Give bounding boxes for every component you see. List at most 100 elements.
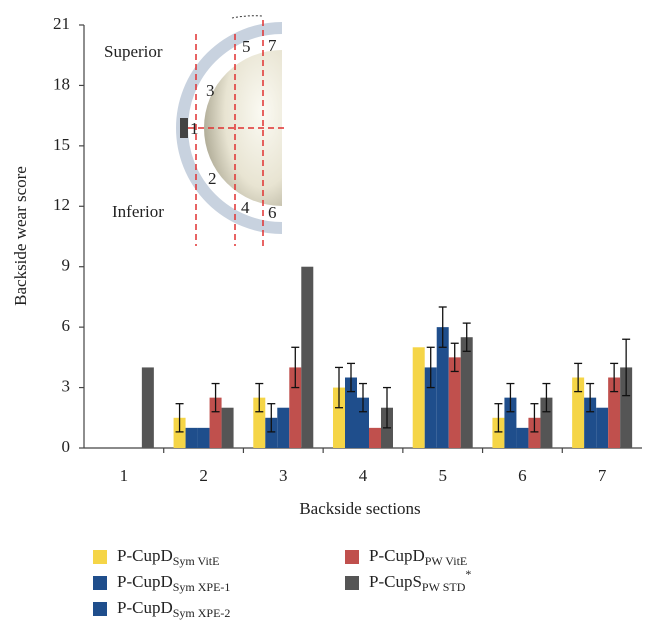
bar	[528, 417, 541, 448]
error-bar	[335, 366, 343, 409]
bar	[572, 377, 585, 448]
x-tick-label: 4	[359, 466, 368, 485]
y-tick-label: 12	[53, 195, 70, 214]
error-bar	[506, 382, 515, 413]
error-bar	[291, 346, 300, 389]
y-tick-label: 6	[62, 316, 71, 335]
y-tick-label: 3	[62, 376, 71, 395]
bar	[620, 367, 633, 448]
y-tick-label: 0	[62, 437, 71, 456]
inset-label: Superior	[104, 42, 163, 61]
bar	[436, 327, 449, 448]
bar	[253, 397, 266, 448]
error-bar	[383, 386, 391, 429]
legend-item: P-CupDSym XPE-2	[93, 598, 230, 620]
bar	[141, 367, 154, 448]
legend-swatch	[345, 576, 359, 590]
bar	[185, 427, 198, 448]
inset-section: 5	[242, 37, 251, 56]
legend-subscript: PW VitE	[425, 554, 468, 568]
x-tick-label: 1	[120, 466, 129, 485]
legend-label: P-CupDSym VitE	[117, 546, 219, 568]
bar	[265, 417, 278, 448]
error-bar	[574, 362, 583, 393]
x-tick-label: 2	[199, 466, 208, 485]
y-tick-label: 21	[53, 14, 70, 33]
inset-diagram: Superior Inferior 1 2 3 4 5 6 7	[104, 15, 284, 246]
legend-name: P-CupD	[369, 546, 425, 565]
legend-item: P-CupDSym VitE	[93, 546, 219, 568]
error-bar	[438, 306, 447, 348]
bar	[209, 397, 222, 448]
bar	[173, 417, 186, 448]
x-tick-label: 7	[598, 466, 607, 485]
error-bar	[211, 382, 220, 413]
inset-section: 2	[208, 169, 217, 188]
legend-label: P-CupDPW VitE	[369, 546, 467, 568]
legend-label: P-CupDSym XPE-2	[117, 598, 230, 620]
error-bar	[347, 362, 355, 393]
bar	[412, 347, 425, 448]
x-tick-label: 6	[518, 466, 527, 485]
error-bar	[622, 338, 631, 397]
bar	[596, 407, 609, 448]
bar	[608, 377, 621, 448]
legend-swatch	[93, 576, 107, 590]
legend-subscript: Sym VitE	[173, 554, 220, 568]
bar	[197, 427, 210, 448]
legend-subscript: Sym XPE-1	[173, 580, 231, 594]
bar	[357, 397, 369, 448]
legend-label: P-CupDSym XPE-1	[117, 572, 230, 594]
error-bar	[267, 403, 276, 433]
y-tick-label: 9	[62, 256, 71, 275]
error-bar	[426, 346, 435, 389]
bar	[277, 407, 290, 448]
bar	[221, 407, 234, 448]
error-bar	[610, 362, 619, 393]
x-tick-label: 3	[279, 466, 288, 485]
legend-swatch	[93, 602, 107, 616]
x-axis-title: Backside sections	[299, 499, 420, 518]
legend-name: P-CupD	[117, 546, 173, 565]
section-lines	[188, 20, 284, 246]
bar	[540, 397, 553, 448]
bar	[345, 377, 357, 448]
bar	[584, 397, 597, 448]
bar	[301, 266, 314, 448]
error-bar	[462, 322, 471, 352]
inset-section: 7	[268, 36, 277, 55]
legend-item: P-CupDPW VitE	[345, 546, 467, 568]
bar	[369, 427, 381, 448]
inset-section: 3	[206, 81, 215, 100]
error-bar	[586, 382, 595, 413]
error-bar	[494, 403, 503, 433]
bar	[448, 357, 461, 448]
y-axis-title: Backside wear score	[11, 166, 30, 306]
bar	[504, 397, 517, 448]
inset-section: 4	[241, 198, 250, 217]
legend-name: P-CupD	[117, 572, 173, 591]
legend-name: P-CupD	[117, 598, 173, 617]
y-tick-label: 18	[53, 74, 70, 93]
error-bar	[175, 403, 184, 433]
legend-label: P-CupSPW STD*	[369, 567, 471, 594]
legend-item: P-CupSPW STD*	[345, 567, 471, 594]
cup-hole	[180, 118, 188, 138]
inset-section: 1	[190, 119, 199, 138]
y-tick-label: 15	[53, 135, 70, 154]
error-bar	[530, 403, 539, 433]
inset-section: 6	[268, 203, 277, 222]
bar	[460, 337, 473, 448]
legend-superscript: *	[465, 567, 471, 581]
bar	[492, 417, 505, 448]
legend-subscript: Sym XPE-2	[173, 606, 231, 620]
legend-swatch	[93, 550, 107, 564]
x-tick-label: 5	[438, 466, 447, 485]
error-bar	[542, 382, 551, 413]
legend-name: P-CupS	[369, 572, 422, 591]
legend-subscript: PW STD	[422, 580, 466, 594]
inset-label: Inferior	[112, 202, 164, 221]
cup-outline	[231, 15, 263, 19]
bar	[333, 387, 345, 448]
